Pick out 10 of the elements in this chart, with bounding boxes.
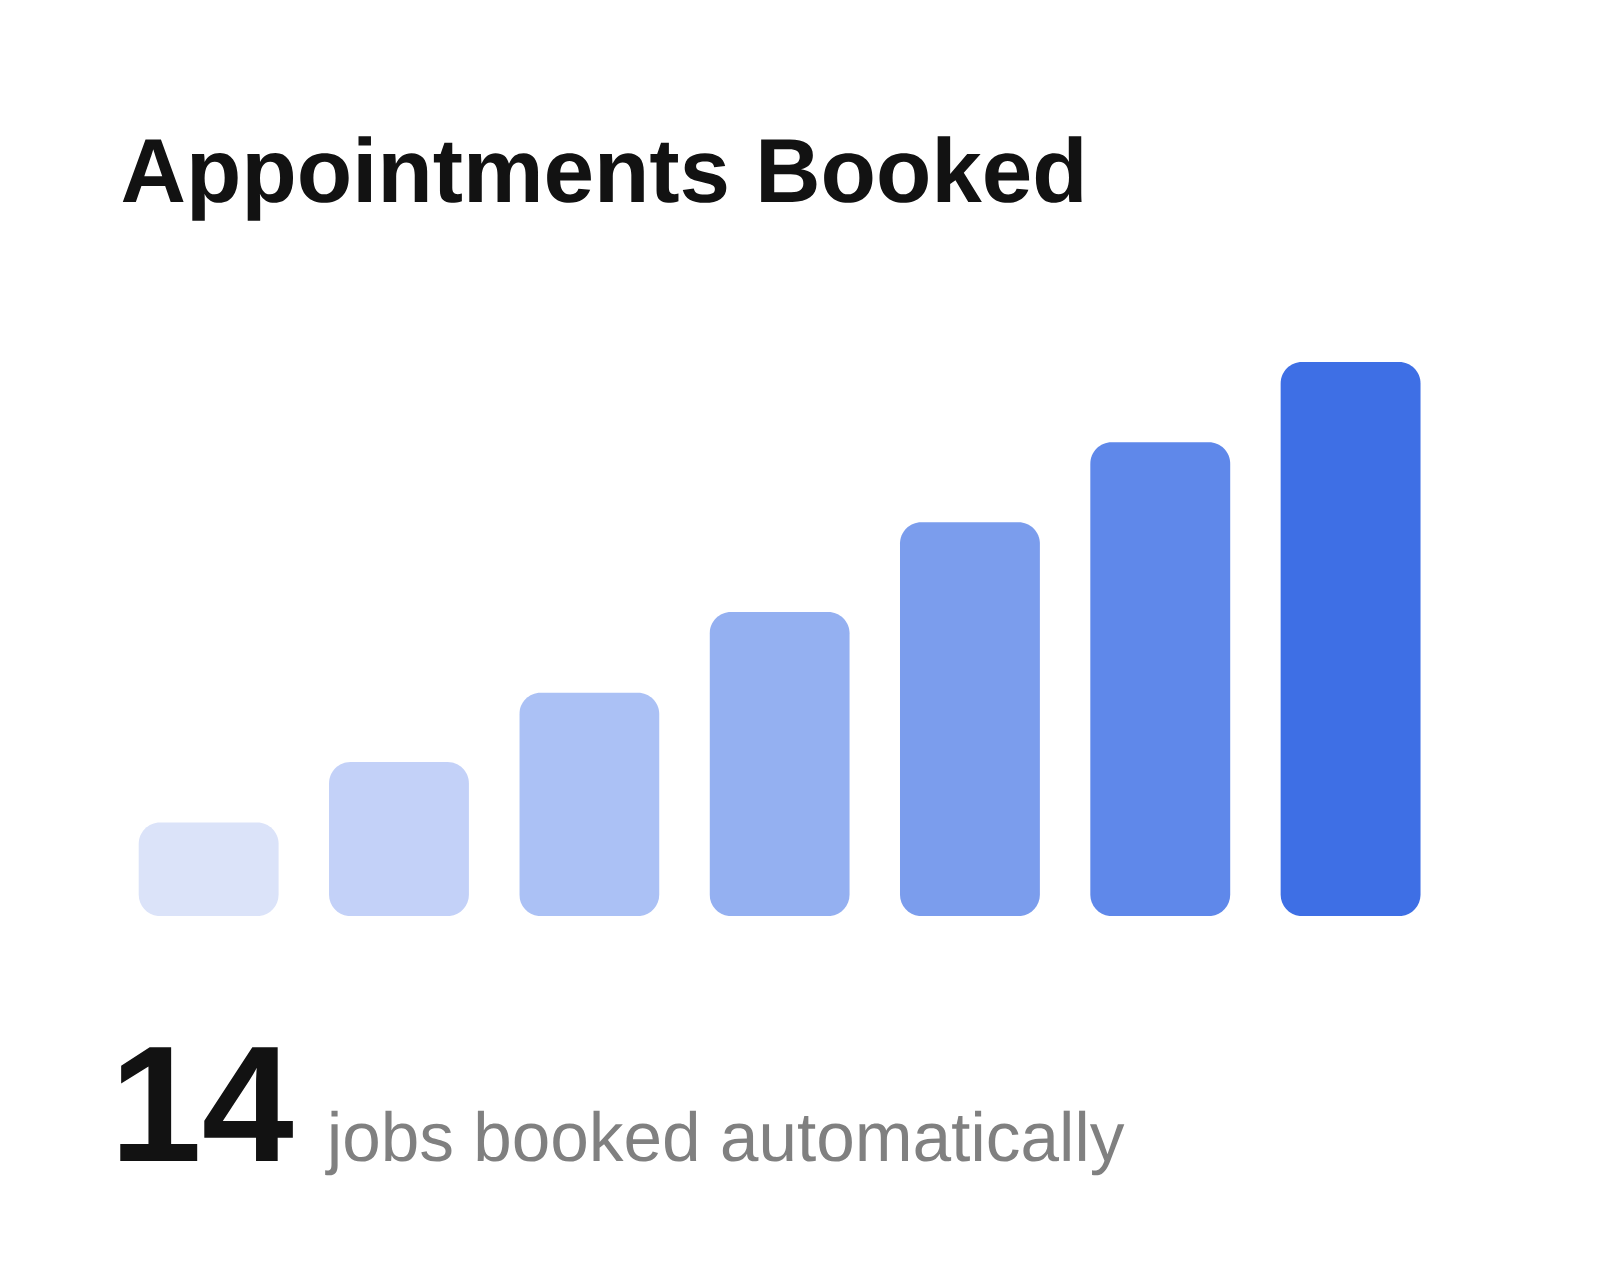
chart-title: Appointments Booked bbox=[122, 136, 1082, 221]
bar bbox=[1280, 361, 1421, 917]
bar bbox=[1090, 442, 1231, 917]
bar bbox=[519, 692, 660, 917]
bar bbox=[329, 762, 469, 917]
bar bbox=[138, 822, 279, 917]
bar bbox=[709, 611, 850, 917]
text: jobs booked automatically bbox=[325, 1110, 1125, 1176]
bar bbox=[900, 522, 1040, 917]
text: 14 bbox=[120, 1047, 293, 1161]
